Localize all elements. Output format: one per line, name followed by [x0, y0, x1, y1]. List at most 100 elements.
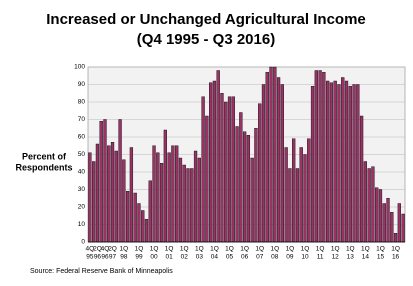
x-tick-label: 1Q [195, 246, 204, 253]
x-tick-label: 02 [181, 254, 189, 261]
x-tick-label: 1Q [286, 246, 295, 253]
bar [318, 70, 322, 243]
bar [367, 168, 371, 243]
bar [231, 96, 235, 243]
x-tick-label: 1Q [316, 246, 325, 253]
x-tick-label: 1Q [301, 246, 310, 253]
bar [292, 138, 296, 243]
x-tick-label: 1Q [135, 246, 144, 253]
bar [118, 119, 122, 243]
x-tick-label: 1Q [376, 246, 385, 253]
bar [246, 135, 251, 243]
bar [310, 86, 315, 243]
bar [224, 101, 228, 243]
bar [209, 82, 213, 243]
chart-subtitle: (Q4 1995 - Q3 2016) [137, 31, 275, 48]
bar [235, 126, 239, 243]
bar [242, 131, 247, 243]
bar [363, 161, 368, 243]
bar [114, 150, 118, 243]
bar [201, 96, 205, 243]
y-axis-label: Percent of [22, 151, 67, 161]
bar [250, 157, 254, 243]
bar [269, 66, 273, 243]
bar [239, 112, 243, 243]
bar [171, 145, 175, 243]
x-tick-label: 07 [256, 254, 264, 261]
x-tick-label: 00 [150, 254, 158, 261]
bar [227, 96, 232, 243]
bar [258, 103, 262, 243]
x-tick-label: 03 [196, 254, 204, 261]
bar [137, 203, 141, 243]
x-tick-label: 14 [362, 254, 370, 261]
x-tick-label: 1Q [150, 246, 159, 253]
x-tick-label: 1Q [361, 246, 370, 253]
bar [337, 84, 341, 243]
bar [92, 161, 96, 243]
bar [333, 80, 337, 243]
x-tick-label: 1Q [180, 246, 189, 253]
bar [212, 80, 217, 243]
bar [220, 93, 224, 243]
bar [190, 168, 194, 243]
x-tick-label: 1Q [210, 246, 219, 253]
y-tick-label: 90 [78, 81, 86, 88]
bar [382, 203, 386, 243]
bar [303, 154, 307, 243]
x-tick-label: 95 [86, 254, 94, 261]
x-tick-label: 1Q [240, 246, 249, 253]
x-tick-label: 01 [166, 254, 174, 261]
bar [401, 213, 405, 243]
bar [378, 189, 383, 243]
bar [156, 152, 160, 243]
bar [329, 82, 334, 243]
bar [386, 198, 390, 243]
x-tick-label: 2Q [93, 246, 102, 253]
x-tick-label: 09 [286, 254, 294, 261]
x-tick-label: 1Q [270, 246, 279, 253]
bar [125, 191, 130, 243]
x-tick-label: 96 [101, 254, 109, 261]
bar [393, 233, 398, 243]
bar [167, 152, 171, 243]
bar [359, 115, 364, 243]
y-axis-label: Respondents [15, 162, 72, 172]
bar [148, 180, 152, 243]
bar [280, 84, 284, 243]
bar [344, 80, 349, 243]
bar [356, 84, 360, 243]
y-tick-label: 70 [78, 116, 86, 123]
source: Source: Federal Reserve Bank of Minneapo… [30, 268, 173, 275]
y-tick-label: 10 [78, 221, 86, 228]
bar [141, 210, 145, 243]
x-tick-label: 05 [226, 254, 234, 261]
x-tick-label: 13 [347, 254, 355, 261]
bar [276, 77, 281, 243]
x-tick-label: 08 [271, 254, 279, 261]
x-tick-label: 10 [301, 254, 309, 261]
bar [390, 212, 394, 243]
x-tick-label: 1Q [165, 246, 174, 253]
bar [175, 145, 179, 243]
x-tick-label: 97 [109, 254, 117, 261]
x-tick-label: 96 [94, 254, 102, 261]
bar [205, 115, 209, 243]
bar [288, 168, 292, 243]
bar [341, 77, 345, 243]
bar [348, 86, 352, 243]
bar [95, 143, 100, 243]
bar [152, 145, 156, 243]
bar [103, 119, 107, 243]
bar [375, 187, 379, 243]
x-tick-label: 1Q [255, 246, 264, 253]
bar [322, 72, 326, 243]
x-tick-label: 4Q [86, 246, 95, 253]
x-tick-label: 1Q [331, 246, 340, 253]
bar [144, 219, 149, 243]
bar [159, 163, 164, 243]
y-tick-label: 40 [78, 169, 86, 176]
bar [299, 147, 303, 243]
bar [307, 138, 311, 243]
